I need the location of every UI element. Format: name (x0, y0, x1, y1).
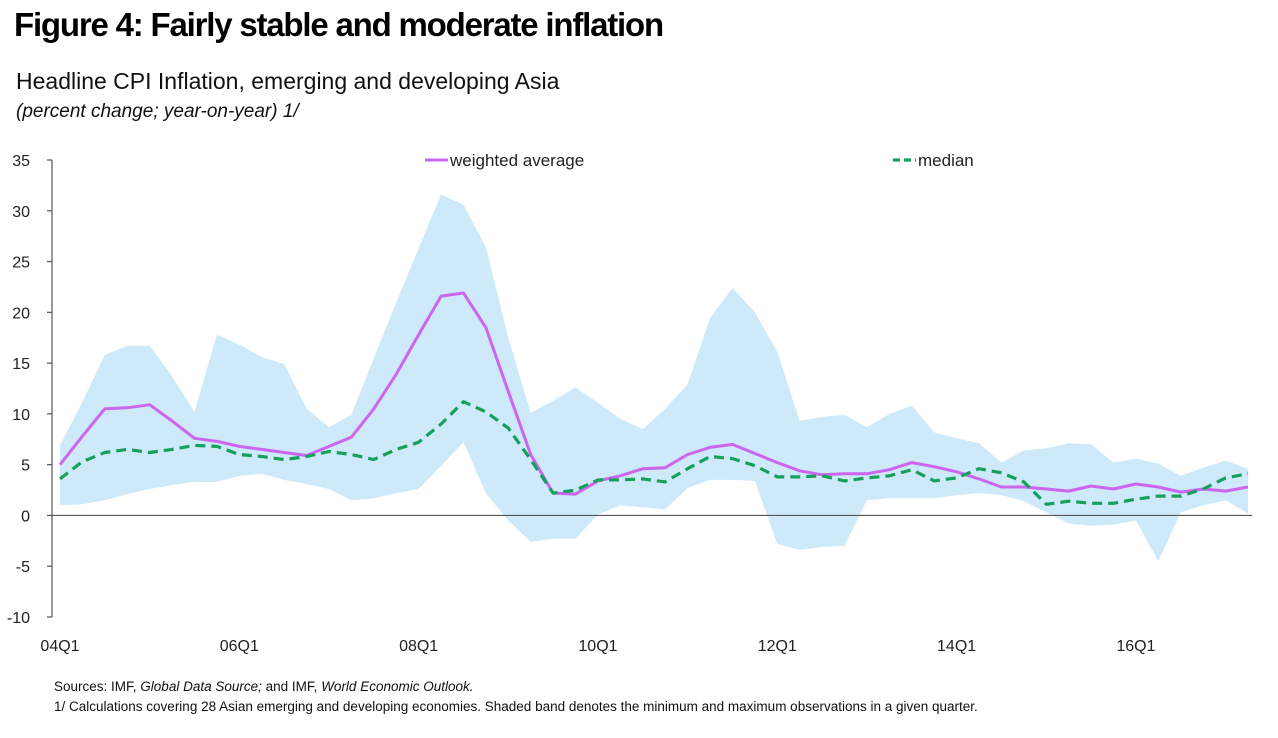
sources-prefix: Sources: IMF, (54, 679, 137, 694)
y-tick-label: 10 (12, 407, 30, 424)
sources-line: Sources: IMF, Global Data Source; and IM… (54, 677, 978, 697)
source-weo: World Economic Outlook. (321, 679, 474, 694)
x-tick-label: 10Q1 (578, 638, 617, 655)
x-tick-label: 12Q1 (758, 638, 797, 655)
x-tick-label: 04Q1 (40, 638, 79, 655)
figure-title: Figure 4: Fairly stable and moderate inf… (14, 6, 664, 43)
chart-notes: Sources: IMF, Global Data Source; and IM… (54, 677, 978, 717)
median-line (59, 400, 1249, 506)
chart-subtitle: (percent change; year-on-year) 1/ (16, 101, 299, 122)
x-tick-label: 08Q1 (399, 638, 438, 655)
footnote: 1/ Calculations covering 28 Asian emergi… (54, 699, 978, 714)
y-tick-label: -5 (16, 559, 30, 576)
y-tick-label: 5 (21, 458, 30, 475)
x-tick-label: 16Q1 (1116, 638, 1155, 655)
weighted-average-line (58, 291, 1249, 496)
y-tick-label: 0 (21, 508, 30, 525)
min-max-band (60, 194, 1248, 562)
y-tick-label: 35 (12, 153, 30, 170)
legend-median-label: median (918, 151, 974, 170)
source-global-data: Global Data Source; (140, 679, 262, 694)
y-tick-label: 30 (12, 204, 30, 221)
y-tick-label: 20 (12, 305, 30, 322)
legend-weighted-average-label: weighted average (449, 151, 584, 170)
x-tick-label: 06Q1 (220, 638, 259, 655)
chart-title: Headline CPI Inflation, emerging and dev… (16, 68, 560, 94)
y-tick-label: -10 (7, 610, 30, 627)
y-tick-label: 25 (12, 255, 30, 272)
y-tick-label: 15 (12, 356, 30, 373)
inflation-chart: -10 -5 0 5 10 15 20 25 30 35 04Q1 06Q1 08Q1 10Q1 12Q1 1… (7, 151, 1252, 655)
x-tick-label: 14Q1 (937, 638, 976, 655)
sources-mid: and IMF, (265, 679, 318, 694)
